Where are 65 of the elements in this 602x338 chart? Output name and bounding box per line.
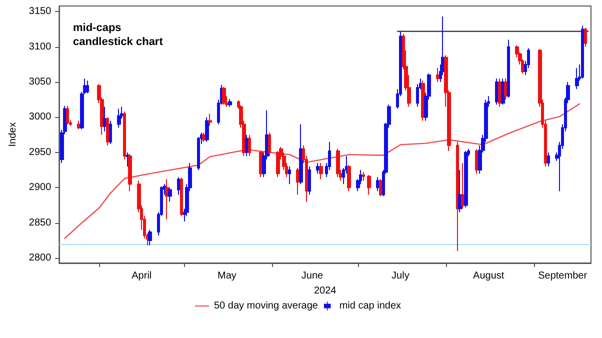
candlestick <box>197 136 200 171</box>
candlestick <box>123 111 126 160</box>
candlestick <box>168 187 172 202</box>
x-axis-title: 2024 <box>314 285 337 296</box>
candlestick <box>106 116 109 146</box>
candlestick <box>180 177 183 216</box>
x-tick-label: June <box>301 270 324 282</box>
candlestick <box>177 176 180 196</box>
candlestick <box>436 67 439 83</box>
candlestick <box>228 98 232 108</box>
candlestick <box>581 25 584 80</box>
y-tick-label: 3150 <box>28 6 52 18</box>
candlestick <box>296 167 300 196</box>
candlestick <box>464 150 468 208</box>
candlestick <box>319 162 323 180</box>
candlestick <box>248 134 251 156</box>
candlestick <box>103 106 106 132</box>
legend-label: mid cap index <box>339 300 402 312</box>
text: mid-caps candlestick chart <box>73 22 164 48</box>
candlestick <box>268 132 271 156</box>
candlestick <box>504 78 507 100</box>
candlestick <box>109 120 112 145</box>
candlestick <box>379 178 382 197</box>
candlestick <box>66 105 69 125</box>
line-series <box>64 103 580 239</box>
candlestick <box>299 124 303 185</box>
y-tick-label: 2950 <box>28 146 52 158</box>
candlestick <box>128 153 132 192</box>
candlestick <box>376 176 379 192</box>
candlestick <box>461 162 465 210</box>
candlestick <box>126 152 129 168</box>
y-tick-label: 2800 <box>28 252 52 264</box>
candlestick <box>308 166 311 196</box>
y-tick-label: 2900 <box>28 182 52 194</box>
y-tick-label: 3100 <box>28 41 52 52</box>
candlestick <box>86 80 89 94</box>
x-tick-label: April <box>132 270 152 282</box>
x-tick-label: August <box>473 270 504 282</box>
candlestick <box>336 148 340 178</box>
candlestick <box>458 170 462 213</box>
candlestick <box>148 229 152 246</box>
candlestick <box>205 116 209 142</box>
candlestick <box>208 113 212 126</box>
x-tick-label: May <box>217 270 236 282</box>
y-tick-label: 3000 <box>28 112 52 123</box>
candlestick <box>117 108 121 128</box>
candlestick <box>456 141 459 252</box>
candlestick <box>507 39 510 98</box>
candlestick <box>547 152 550 168</box>
legend-label: 50 day moving average <box>214 300 318 312</box>
candlestick <box>276 150 280 178</box>
candlestick <box>222 86 226 106</box>
candlestick <box>575 67 579 90</box>
candlestick <box>316 162 320 174</box>
candlestick <box>347 164 351 192</box>
candlestick <box>362 172 365 182</box>
candlestick <box>165 178 169 220</box>
y-tick-label: 2850 <box>28 217 52 228</box>
y-tick-label: 3050 <box>28 76 52 88</box>
x-tick-label: September <box>538 270 588 282</box>
candlestick <box>367 174 371 196</box>
y-axis-title: Index <box>8 122 18 147</box>
candlestick <box>288 166 291 185</box>
candlestick <box>584 27 587 48</box>
x-tick-label: July <box>392 270 410 282</box>
